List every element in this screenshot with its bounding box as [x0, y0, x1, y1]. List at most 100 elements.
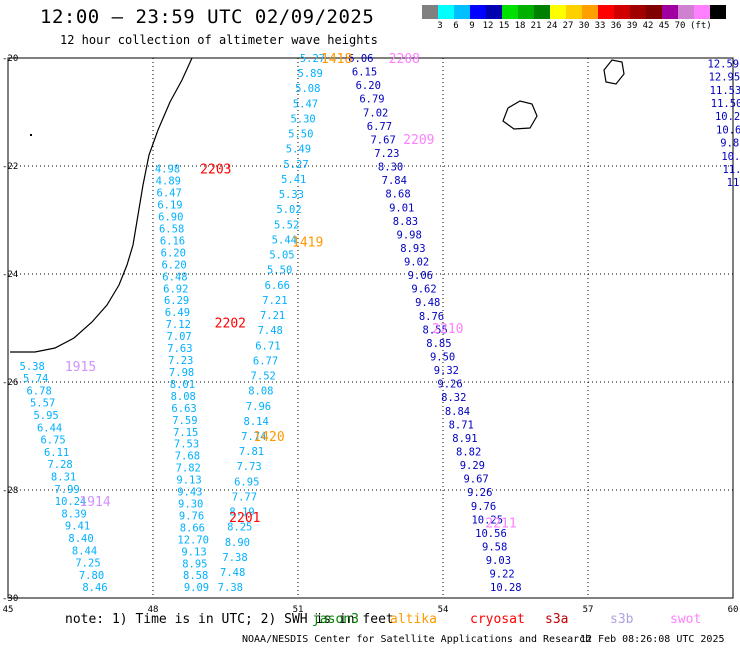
scale-label: 21	[530, 21, 542, 31]
wave-height-value: 8.71	[449, 419, 474, 431]
pass-labels: 1914 1915 2203 2202 2201 1418 1419 1420 2208 2209…	[65, 52, 517, 531]
wave-height-values: 5.385.746.785.575.956.446.756.117.288.31…	[20, 53, 740, 594]
wave-height-value: 5.30	[290, 113, 315, 125]
scale-label: 9	[469, 21, 475, 31]
wave-height-value: 9.43	[177, 487, 202, 499]
scale-swatch	[678, 5, 694, 19]
wave-height-value: 12.59	[708, 58, 740, 70]
wave-height-value: 8.83	[393, 216, 418, 228]
wave-height-value: 8.85	[426, 338, 451, 350]
pass-label: 1915	[65, 360, 96, 375]
scale-label: 15	[498, 21, 510, 31]
wave-height-value: 7.53	[174, 439, 199, 451]
pass-label: 2209	[403, 133, 434, 148]
scale-swatch	[614, 5, 630, 19]
wave-height-value: 9.06	[408, 270, 433, 282]
wave-height-value: 8.32	[441, 392, 466, 404]
scale-label: 12	[482, 21, 494, 31]
pass-label: 1420	[253, 430, 284, 445]
wave-height-value: 6.19	[157, 200, 182, 212]
x-tick-label: 48	[148, 605, 159, 615]
wave-height-value: 6.11	[44, 447, 69, 459]
scale-swatch	[566, 5, 582, 19]
wave-height-value: 9.01	[389, 202, 414, 214]
wave-height-value: 7.12	[166, 319, 191, 331]
wave-height-value: 11	[727, 177, 740, 189]
scale-label: 45	[658, 21, 670, 31]
wave-height-value: 11.53	[710, 85, 740, 97]
wave-height-value: 6.29	[164, 295, 189, 307]
small-island	[30, 134, 32, 136]
wave-height-value: 8.19	[229, 507, 254, 519]
wave-height-value: 7.68	[175, 451, 200, 463]
scale-label: 3	[437, 21, 443, 31]
wave-height-value: 11.50	[711, 98, 740, 110]
scale-swatch	[470, 5, 486, 19]
wave-height-value: 10.25	[471, 514, 503, 526]
wave-height-value: 9.26	[437, 379, 462, 391]
wave-height-value: 5.27	[283, 159, 308, 171]
wave-height-value: 7.96	[246, 401, 271, 413]
pass-label: 2211	[485, 516, 516, 531]
wave-height-value: 10.24	[55, 496, 87, 508]
legend-note: note: 1) Time is in UTC; 2) SWH is in fe…	[65, 612, 394, 627]
wave-height-value: 4.98	[155, 164, 180, 176]
scale-swatch	[694, 5, 710, 19]
wave-height-value: 9.50	[430, 352, 455, 364]
y-tick-label: -22	[2, 162, 18, 172]
wave-height-value: 9.8	[720, 138, 739, 150]
scale-label: 18	[514, 21, 526, 31]
scale-swatch	[502, 5, 518, 19]
wave-height-value: 8.08	[248, 386, 273, 398]
wave-height-value: 5.05	[269, 250, 294, 262]
wave-height-value: 6.20	[161, 259, 186, 271]
satellite-legend-item: jason3	[312, 612, 359, 627]
wave-height-value: 8.31	[51, 472, 76, 484]
scale-swatch	[518, 5, 534, 19]
wave-height-value: 11.	[722, 164, 740, 176]
wave-height-value: 5.50	[267, 265, 292, 277]
wave-height-value: 8.68	[385, 189, 410, 201]
wave-height-value: 7.98	[169, 367, 194, 379]
wave-height-value: 7.59	[172, 415, 197, 427]
wave-height-value: 6.20	[161, 247, 186, 259]
wave-height-value: 7.15	[173, 427, 198, 439]
wave-height-value: 12.95	[709, 72, 740, 84]
wave-height-value: 5.41	[281, 174, 306, 186]
wave-height-value: 7.63	[167, 343, 192, 355]
wave-height-value: 7.28	[47, 459, 72, 471]
wave-height-value: 7.52	[251, 371, 276, 383]
wave-height-value: 8.82	[456, 447, 481, 459]
wave-height-value: 7.48	[220, 567, 245, 579]
wave-height-value: 7.81	[239, 446, 264, 458]
wave-height-value: 5.52	[274, 219, 299, 231]
wave-height-value: 5.47	[293, 98, 318, 110]
wave-height-value: 10.6	[716, 124, 740, 136]
wave-height-value: 6.06	[348, 53, 373, 65]
wave-height-value: 8.14	[244, 416, 269, 428]
wave-height-value: 7.48	[258, 325, 283, 337]
wave-height-value: 6.47	[157, 188, 182, 200]
credit-text: NOAA/NESDIS Center for Satellite Applica…	[242, 634, 592, 645]
y-tick-label: -28	[2, 486, 18, 496]
wave-height-value: 7.67	[370, 134, 395, 146]
satellite-legend-item: s3a	[545, 612, 569, 627]
pass-label: 1914	[79, 495, 110, 510]
wave-height-value: 7.74	[241, 431, 266, 443]
x-tick-label: 57	[583, 605, 594, 615]
wave-height-value: 5.49	[286, 144, 311, 156]
wave-height-value: 7.99	[54, 484, 79, 496]
scale-swatch	[454, 5, 470, 19]
wave-height-value: 10.	[721, 151, 740, 163]
wave-height-value: 9.13	[176, 475, 201, 487]
wave-height-value: 8.55	[423, 324, 448, 336]
scale-label: 24	[546, 21, 558, 31]
wave-height-value: 7.38	[222, 552, 247, 564]
page-subtitle: 12 hour collection of altimeter wave hei…	[60, 33, 378, 47]
y-tick-label: -20	[2, 54, 18, 64]
timestamp-text: 12 Feb 08:26:08 UTC 2025	[580, 634, 725, 645]
scale-swatch	[582, 5, 598, 19]
wave-height-value: 5.89	[298, 68, 323, 80]
wave-height-value: 7.80	[79, 570, 104, 582]
pass-label: 2201	[229, 511, 260, 526]
